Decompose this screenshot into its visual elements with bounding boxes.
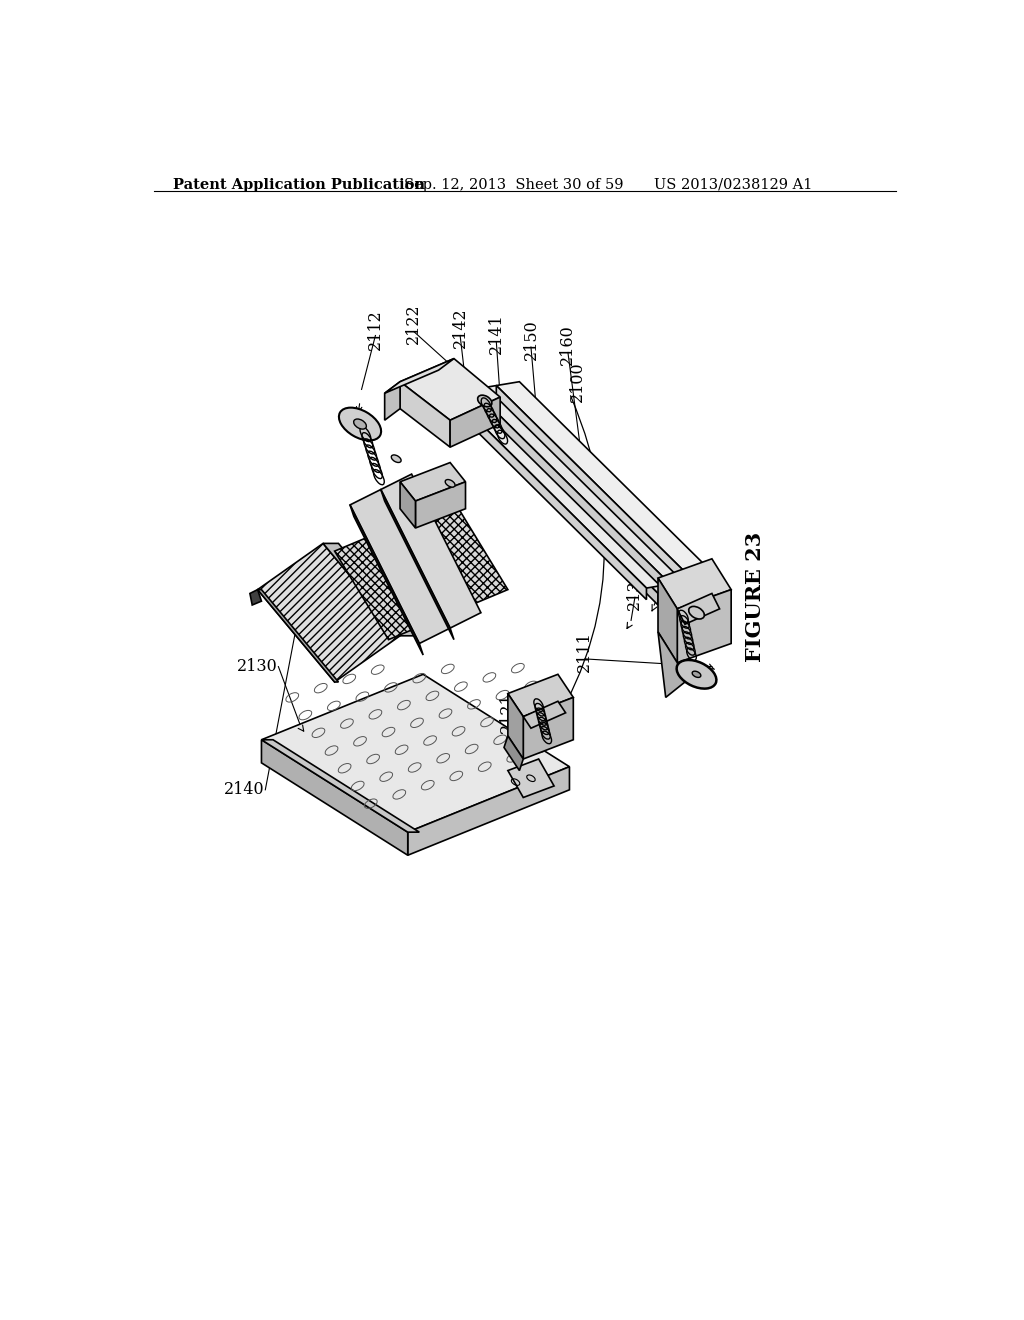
Text: 2142: 2142 [452, 308, 469, 348]
Polygon shape [381, 474, 481, 628]
Polygon shape [381, 490, 454, 640]
Polygon shape [261, 675, 569, 832]
Polygon shape [473, 385, 692, 583]
Ellipse shape [692, 671, 700, 677]
Polygon shape [523, 697, 573, 759]
Text: 2140: 2140 [224, 781, 265, 799]
Polygon shape [451, 397, 500, 447]
Text: 2111: 2111 [577, 631, 593, 672]
Polygon shape [323, 544, 416, 636]
Polygon shape [350, 506, 423, 655]
Polygon shape [462, 397, 658, 605]
Ellipse shape [353, 418, 367, 429]
Text: 2132: 2132 [653, 560, 671, 601]
Ellipse shape [339, 408, 381, 441]
Polygon shape [400, 359, 500, 420]
Polygon shape [462, 393, 681, 594]
Polygon shape [408, 767, 569, 855]
Text: 2160: 2160 [559, 325, 577, 366]
Ellipse shape [677, 660, 717, 689]
Text: 2100: 2100 [568, 362, 586, 403]
Polygon shape [258, 544, 400, 682]
FancyArrowPatch shape [521, 396, 604, 772]
Polygon shape [658, 632, 685, 697]
Polygon shape [250, 590, 261, 605]
Polygon shape [400, 381, 451, 447]
Polygon shape [451, 389, 670, 589]
Polygon shape [400, 482, 416, 528]
Polygon shape [677, 590, 731, 663]
Text: US 2013/0238129 A1: US 2013/0238129 A1 [654, 178, 812, 191]
Polygon shape [658, 578, 677, 663]
Polygon shape [523, 701, 565, 729]
Polygon shape [658, 558, 731, 609]
Polygon shape [400, 462, 466, 502]
Text: FIGURE 23: FIGURE 23 [745, 532, 765, 663]
Text: 2141: 2141 [487, 314, 505, 354]
Text: 2121: 2121 [500, 693, 516, 733]
Polygon shape [335, 502, 508, 640]
Text: 2130: 2130 [238, 659, 278, 675]
Ellipse shape [445, 479, 455, 487]
Ellipse shape [689, 606, 705, 619]
Polygon shape [508, 759, 554, 797]
Polygon shape [451, 393, 646, 599]
Polygon shape [504, 737, 523, 771]
Text: 2112: 2112 [367, 309, 384, 350]
Text: 2122: 2122 [406, 304, 423, 345]
Text: Sep. 12, 2013  Sheet 30 of 59: Sep. 12, 2013 Sheet 30 of 59 [403, 178, 624, 191]
Polygon shape [261, 739, 408, 855]
Polygon shape [508, 693, 523, 759]
Text: 2131: 2131 [627, 569, 643, 610]
Polygon shape [473, 389, 670, 595]
Text: Patent Application Publication: Patent Application Publication [173, 178, 425, 191]
Polygon shape [350, 490, 451, 644]
Polygon shape [677, 594, 720, 624]
Polygon shape [497, 385, 692, 591]
Text: 2150: 2150 [522, 319, 540, 360]
Ellipse shape [391, 455, 401, 462]
Polygon shape [385, 359, 454, 393]
Polygon shape [508, 675, 573, 717]
Polygon shape [261, 739, 419, 832]
Polygon shape [385, 381, 400, 420]
Polygon shape [497, 381, 716, 579]
Polygon shape [416, 482, 466, 528]
Ellipse shape [477, 395, 492, 407]
Polygon shape [258, 590, 339, 682]
